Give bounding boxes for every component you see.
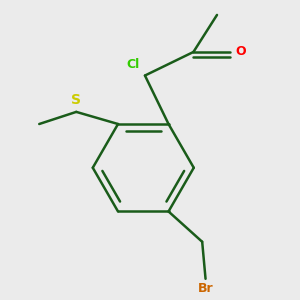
Text: S: S (71, 93, 81, 107)
Text: O: O (235, 46, 246, 59)
Text: Cl: Cl (126, 58, 140, 71)
Text: Br: Br (198, 282, 213, 295)
